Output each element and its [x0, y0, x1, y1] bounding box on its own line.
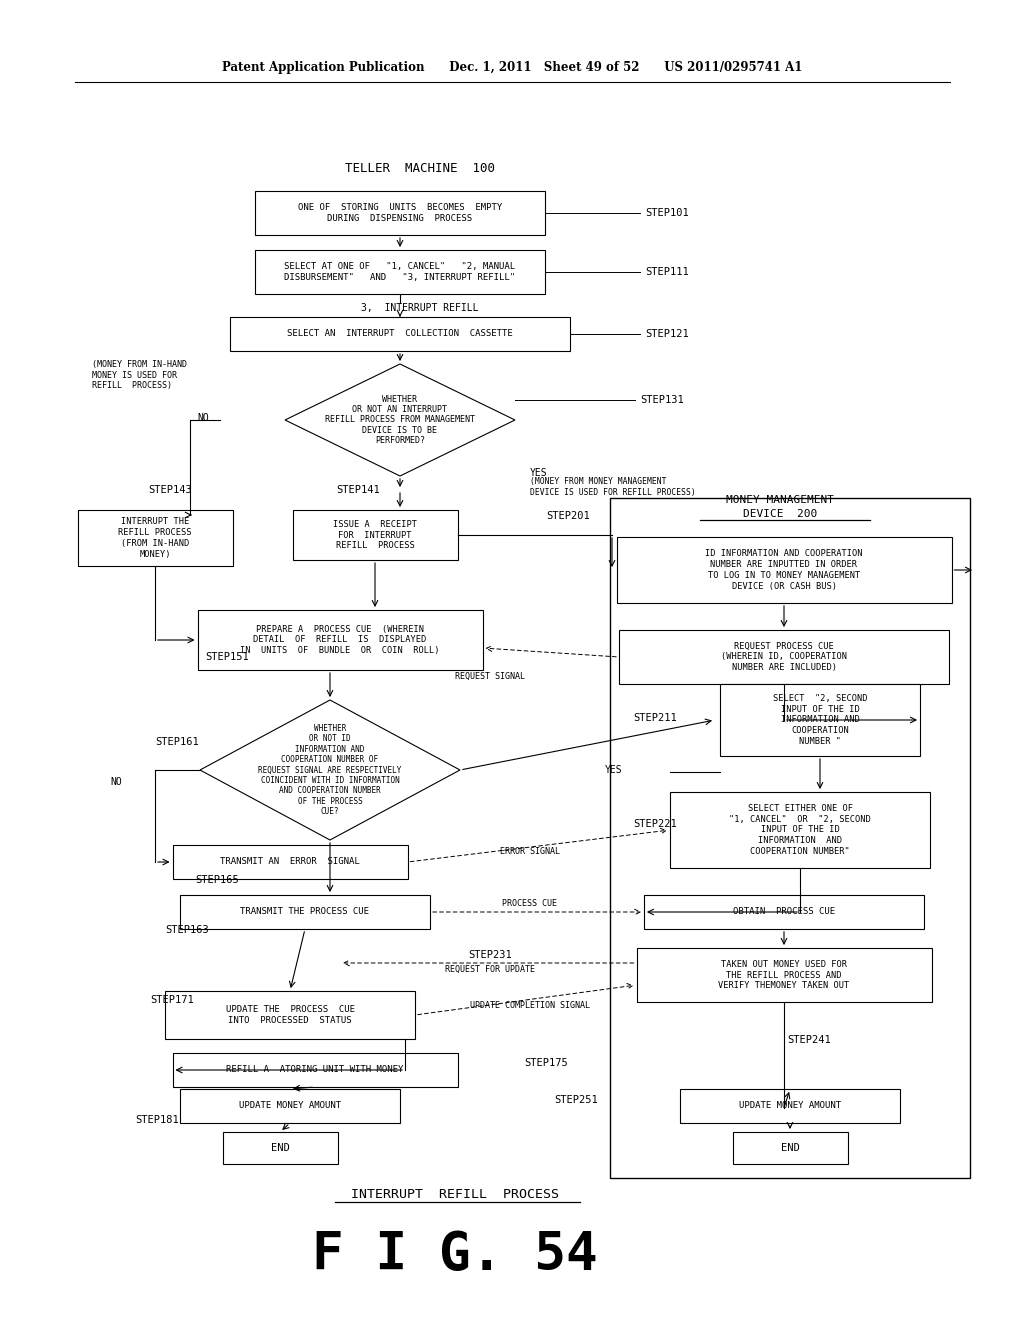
- Text: 3,  INTERRUPT REFILL: 3, INTERRUPT REFILL: [361, 304, 479, 313]
- Text: SELECT AN  INTERRUPT  COLLECTION  CASSETTE: SELECT AN INTERRUPT COLLECTION CASSETTE: [287, 330, 513, 338]
- Text: NO: NO: [197, 413, 209, 422]
- Text: STEP221: STEP221: [633, 818, 677, 829]
- Bar: [637, 948, 932, 1002]
- Text: ISSUE A  RECEIPT
FOR  INTERRUPT
REFILL  PROCESS: ISSUE A RECEIPT FOR INTERRUPT REFILL PRO…: [333, 520, 417, 550]
- Text: STEP151: STEP151: [205, 652, 249, 663]
- Text: SELECT  "2, SECOND
INPUT OF THE ID
INFORMATION AND
COOPERATION
NUMBER ": SELECT "2, SECOND INPUT OF THE ID INFORM…: [773, 694, 867, 746]
- Text: PREPARE A  PROCESS CUE  (WHEREIN
DETAIL  OF  REFILL  IS  DISPLAYED
IN  UNITS  OF: PREPARE A PROCESS CUE (WHEREIN DETAIL OF…: [241, 624, 439, 655]
- Text: ONE OF  STORING  UNITS  BECOMES  EMPTY
DURING  DISPENSING  PROCESS: ONE OF STORING UNITS BECOMES EMPTY DURIN…: [298, 203, 502, 223]
- Text: TRANSMIT THE PROCESS CUE: TRANSMIT THE PROCESS CUE: [241, 908, 370, 916]
- Text: REQUEST FOR UPDATE: REQUEST FOR UPDATE: [445, 965, 535, 974]
- Text: ID INFORMATION AND COOPERATION
NUMBER ARE INPUTTED IN ORDER
TO LOG IN TO MONEY M: ID INFORMATION AND COOPERATION NUMBER AR…: [706, 549, 863, 590]
- Text: REQUEST SIGNAL: REQUEST SIGNAL: [455, 672, 525, 681]
- Text: STEP231: STEP231: [468, 950, 512, 960]
- Text: INTERRUPT THE
REFILL PROCESS
(FROM IN-HAND
MONEY): INTERRUPT THE REFILL PROCESS (FROM IN-HA…: [118, 517, 191, 558]
- Text: STEP161: STEP161: [155, 737, 199, 747]
- Text: STEP121: STEP121: [645, 329, 689, 339]
- Text: TRANSMIT AN  ERROR  SIGNAL: TRANSMIT AN ERROR SIGNAL: [220, 858, 359, 866]
- Text: STEP141: STEP141: [336, 484, 380, 495]
- Bar: [230, 317, 570, 351]
- Bar: [293, 510, 458, 560]
- Text: YES: YES: [530, 469, 548, 478]
- Text: STEP241: STEP241: [787, 1035, 830, 1045]
- Text: NO: NO: [110, 777, 122, 787]
- Text: STEP111: STEP111: [645, 267, 689, 277]
- Text: TAKEN OUT MONEY USED FOR
THE REFILL PROCESS AND
VERIFY THEMONEY TAKEN OUT: TAKEN OUT MONEY USED FOR THE REFILL PROC…: [719, 960, 850, 990]
- Text: STEP201: STEP201: [546, 511, 590, 521]
- Bar: [720, 684, 920, 756]
- Polygon shape: [200, 700, 460, 840]
- Text: STEP143: STEP143: [148, 484, 191, 495]
- Text: PROCESS CUE: PROCESS CUE: [503, 899, 557, 908]
- Bar: [670, 792, 930, 869]
- Bar: [180, 895, 430, 929]
- Text: TELLER  MACHINE  100: TELLER MACHINE 100: [345, 161, 495, 174]
- Text: UPDATE MONEY AMOUNT: UPDATE MONEY AMOUNT: [239, 1101, 341, 1110]
- Text: STEP181: STEP181: [135, 1115, 179, 1125]
- Bar: [180, 1089, 400, 1123]
- Text: END: END: [780, 1143, 800, 1152]
- Bar: [618, 630, 949, 684]
- Bar: [610, 498, 970, 1177]
- Text: UPDATE THE  PROCESS  CUE
INTO  PROCESSED  STATUS: UPDATE THE PROCESS CUE INTO PROCESSED ST…: [225, 1005, 354, 1024]
- Text: STEP175: STEP175: [524, 1059, 567, 1068]
- Bar: [255, 191, 545, 235]
- Text: REQUEST PROCESS CUE
(WHEREIN ID, COOPERATION
NUMBER ARE INCLUDED): REQUEST PROCESS CUE (WHEREIN ID, COOPERA…: [721, 642, 847, 672]
- Bar: [198, 610, 482, 671]
- Bar: [172, 845, 408, 879]
- Bar: [255, 249, 545, 294]
- Text: REFILL A  ATORING UNIT WITH MONEY: REFILL A ATORING UNIT WITH MONEY: [226, 1065, 403, 1074]
- Text: STEP251: STEP251: [554, 1096, 598, 1105]
- Text: SELECT EITHER ONE OF
"1, CANCEL"  OR  "2, SECOND
INPUT OF THE ID
INFORMATION  AN: SELECT EITHER ONE OF "1, CANCEL" OR "2, …: [729, 804, 870, 855]
- Text: ERROR SIGNAL: ERROR SIGNAL: [500, 847, 560, 857]
- Bar: [644, 895, 924, 929]
- Text: STEP171: STEP171: [150, 995, 194, 1005]
- Text: SELECT AT ONE OF   "1, CANCEL"   "2, MANUAL
DISBURSEMENT"   AND   "3, INTERRUPT : SELECT AT ONE OF "1, CANCEL" "2, MANUAL …: [285, 263, 515, 282]
- Text: YES: YES: [605, 766, 623, 775]
- Text: UPDATE MONEY AMOUNT: UPDATE MONEY AMOUNT: [739, 1101, 841, 1110]
- Text: WHETHER
OR NOT ID
INFORMATION AND
COOPERATION NUMBER OF
REQUEST SIGNAL ARE RESPE: WHETHER OR NOT ID INFORMATION AND COOPER…: [258, 723, 401, 816]
- Bar: [78, 510, 232, 566]
- Text: UPDATE COMPLETION SIGNAL: UPDATE COMPLETION SIGNAL: [470, 1001, 590, 1010]
- Text: END: END: [270, 1143, 290, 1152]
- Text: (MONEY FROM MONEY MANAGEMENT
DEVICE IS USED FOR REFILL PROCESS): (MONEY FROM MONEY MANAGEMENT DEVICE IS U…: [530, 478, 695, 496]
- Text: F I G. 54: F I G. 54: [312, 1229, 598, 1280]
- Text: STEP165: STEP165: [195, 875, 239, 884]
- Text: INTERRUPT  REFILL  PROCESS: INTERRUPT REFILL PROCESS: [351, 1188, 559, 1201]
- Bar: [616, 537, 951, 603]
- Text: OBTAIN  PROCESS CUE: OBTAIN PROCESS CUE: [733, 908, 835, 916]
- Bar: [222, 1133, 338, 1164]
- Text: WHETHER
OR NOT AN INTERRUPT
REFILL PROCESS FROM MANAGEMENT
DEVICE IS TO BE
PERFO: WHETHER OR NOT AN INTERRUPT REFILL PROCE…: [325, 395, 475, 445]
- Text: Patent Application Publication      Dec. 1, 2011   Sheet 49 of 52      US 2011/0: Patent Application Publication Dec. 1, 2…: [222, 62, 802, 74]
- Bar: [165, 991, 415, 1039]
- Text: MONEY MANAGEMENT: MONEY MANAGEMENT: [726, 495, 834, 506]
- Bar: [732, 1133, 848, 1164]
- Polygon shape: [285, 364, 515, 477]
- Bar: [680, 1089, 900, 1123]
- Text: DEVICE  200: DEVICE 200: [742, 510, 817, 519]
- Text: (MONEY FROM IN-HAND
MONEY IS USED FOR
REFILL  PROCESS): (MONEY FROM IN-HAND MONEY IS USED FOR RE…: [92, 360, 187, 389]
- Text: STEP101: STEP101: [645, 209, 689, 218]
- Bar: [172, 1053, 458, 1086]
- Text: STEP211: STEP211: [633, 713, 677, 723]
- Text: STEP163: STEP163: [165, 925, 209, 935]
- Text: STEP131: STEP131: [640, 395, 684, 405]
